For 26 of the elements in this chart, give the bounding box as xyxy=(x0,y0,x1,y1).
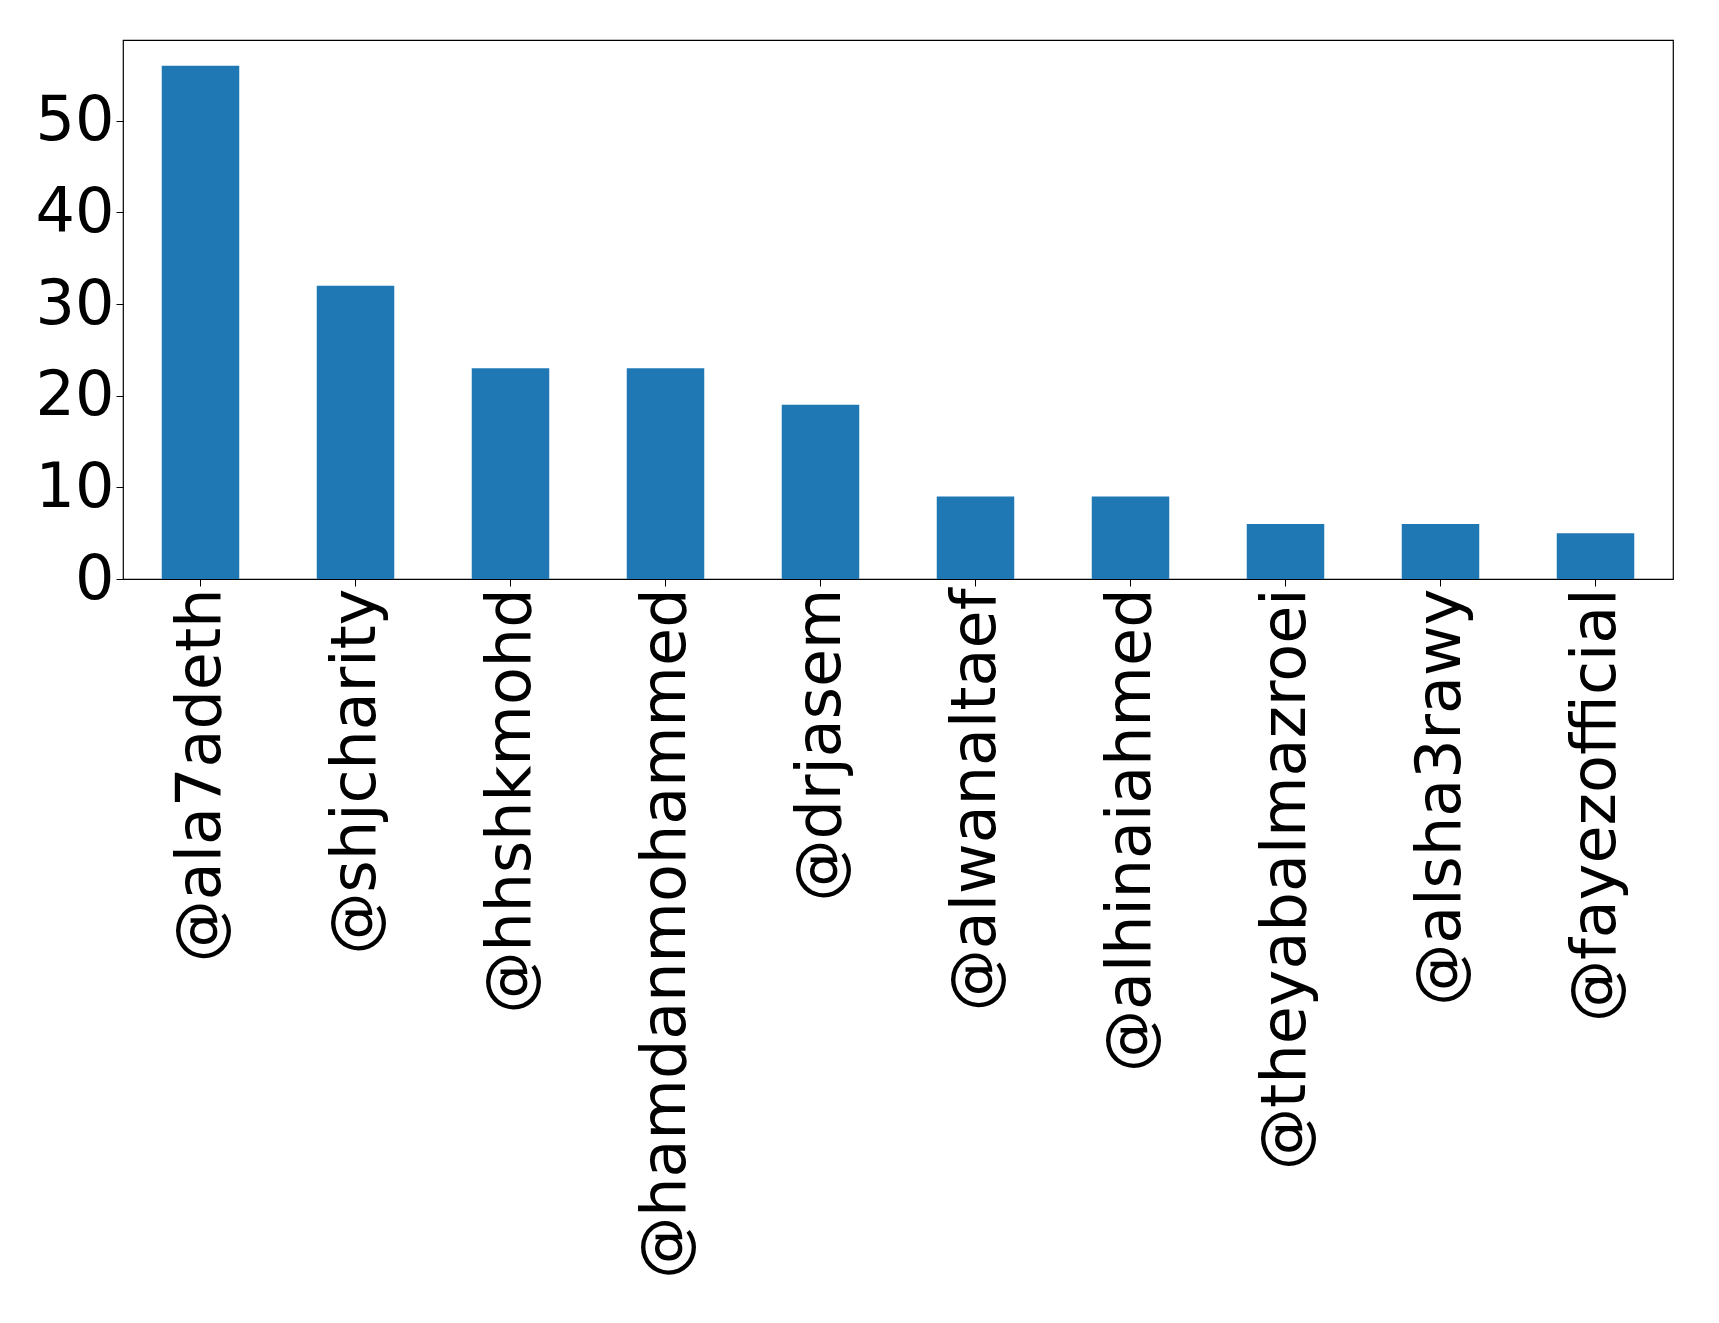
bar xyxy=(161,65,240,579)
x-tick-label: @drjasem xyxy=(781,588,855,902)
bar xyxy=(1556,533,1635,579)
x-tick-label: @fayezofficial xyxy=(1556,588,1630,1023)
y-tick-label: 30 xyxy=(35,265,115,339)
bar xyxy=(1246,524,1325,579)
x-tick-label: @hamdanmohammed xyxy=(626,588,700,1279)
y-tick-label: 50 xyxy=(35,82,115,156)
y-tick-label: 10 xyxy=(35,448,115,522)
x-tick-label: @theyabalmazroei xyxy=(1246,588,1320,1170)
bar xyxy=(471,368,550,579)
bar xyxy=(316,285,395,579)
x-tick-label: @ala7adeth xyxy=(161,588,235,963)
bar xyxy=(936,496,1015,579)
bar xyxy=(1091,496,1170,579)
x-tick-label: @shjcharity xyxy=(316,588,390,955)
x-tick-label: @hhshkmohd xyxy=(471,588,545,1014)
y-tick-label: 0 xyxy=(75,540,115,614)
bar xyxy=(781,404,860,579)
y-tick-label: 40 xyxy=(35,173,115,247)
bar xyxy=(626,368,705,579)
x-tick-label: @alsha3rawy xyxy=(1401,588,1475,1006)
bar xyxy=(1401,524,1480,579)
x-tick-label: @alhinaiahmed xyxy=(1091,588,1165,1072)
x-tick-label: @alwanaltaef xyxy=(936,586,1010,1012)
y-tick-label: 20 xyxy=(35,357,115,431)
